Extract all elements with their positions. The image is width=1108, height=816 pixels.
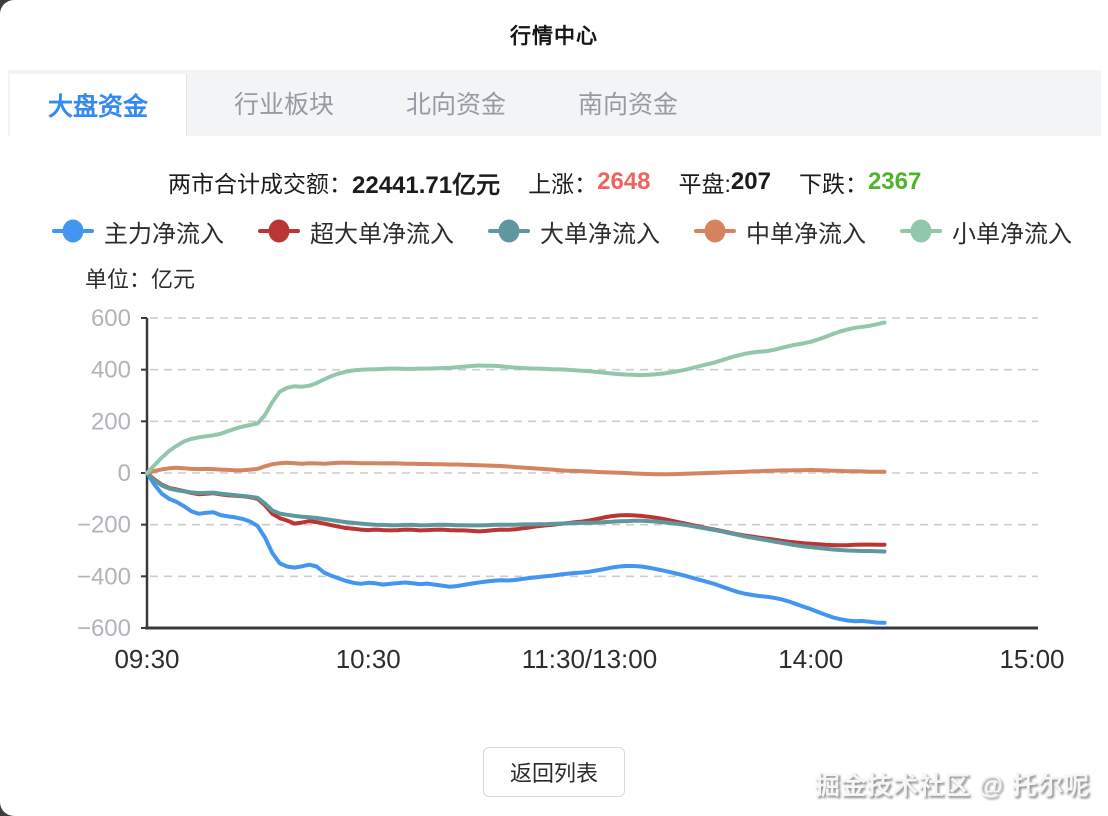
legend-label: 大单净流入 xyxy=(540,220,660,248)
legend-label: 超大单净流入 xyxy=(310,220,454,248)
legend-label: 中单净流入 xyxy=(746,220,866,248)
flat-label: 平盘: xyxy=(678,171,731,197)
svg-text:15:00: 15:00 xyxy=(999,644,1064,674)
tab-label: 大盘资金 xyxy=(47,93,148,121)
page-title: 行情中心 xyxy=(510,25,598,48)
legend-label: 主力净流入 xyxy=(104,220,224,248)
turnover-label: 两市合计成交额： xyxy=(168,171,352,197)
down-count: 2367 xyxy=(867,168,922,195)
turnover-value: 22441.71亿元 xyxy=(352,171,501,199)
svg-text:−400: −400 xyxy=(77,563,131,590)
svg-text:−200: −200 xyxy=(77,512,131,539)
svg-text:600: 600 xyxy=(91,305,131,332)
line-dot-icon xyxy=(52,218,94,244)
turnover-stat: 两市合计成交额： 22441.71亿元 xyxy=(168,165,500,200)
tab-market-funds[interactable]: 大盘资金 xyxy=(10,74,187,136)
tab-label: 行业板块 xyxy=(233,91,334,119)
tab-label: 北向资金 xyxy=(405,91,506,119)
svg-text:14:00: 14:00 xyxy=(778,644,843,674)
up-count: 2648 xyxy=(597,168,651,195)
tab-southbound-funds[interactable]: 南向资金 xyxy=(542,70,714,136)
down-stat: 下跌： 2367 xyxy=(799,165,921,199)
flat-stat: 平盘: 207 xyxy=(679,165,771,199)
legend-label: 小单净流入 xyxy=(952,220,1072,248)
svg-text:400: 400 xyxy=(91,357,131,384)
tab-label: 南向资金 xyxy=(577,91,678,119)
svg-text:10:30: 10:30 xyxy=(336,644,401,674)
legend-item-small-order[interactable]: 小单净流入 xyxy=(900,214,1072,249)
back-to-list-button[interactable]: 返回列表 xyxy=(482,747,626,797)
svg-text:11:30/13:00: 11:30/13:00 xyxy=(522,644,657,674)
watermark-text: 掘金技术社区 @ 托尔呢 xyxy=(814,772,1090,800)
flat-count: 207 xyxy=(730,168,771,195)
legend-item-medium-order[interactable]: 中单净流入 xyxy=(694,214,866,249)
line-dot-icon xyxy=(488,218,530,244)
tab-bar: 大盘资金 行业板块 北向资金 南向资金 xyxy=(8,70,1101,136)
fund-flow-chart[interactable]: 600 400 200 0 −200 −400 −600 09:30 10:30 11:30/13… xyxy=(0,300,1108,690)
line-dot-icon xyxy=(258,218,300,244)
market-stats-row: 两市合计成交额： 22441.71亿元 上涨： 2648 平盘: 207 下跌：… xyxy=(168,163,949,201)
svg-text:0: 0 xyxy=(118,460,131,487)
line-dot-icon xyxy=(694,218,736,244)
chart-unit-label: 单位：亿元 xyxy=(85,267,196,292)
tab-industry-sectors[interactable]: 行业板块 xyxy=(198,70,370,136)
legend-item-main-inflow[interactable]: 主力净流入 xyxy=(52,214,224,249)
svg-text:200: 200 xyxy=(91,408,131,435)
svg-text:−600: −600 xyxy=(77,615,131,642)
up-label: 上涨： xyxy=(528,171,598,197)
down-label: 下跌： xyxy=(798,171,868,197)
svg-text:09:30: 09:30 xyxy=(114,644,179,674)
tab-northbound-funds[interactable]: 北向资金 xyxy=(370,70,542,136)
legend-item-xlarge-order[interactable]: 超大单净流入 xyxy=(258,214,454,249)
line-dot-icon xyxy=(900,218,942,244)
chart-legend: 主力净流入 超大单净流入 大单净流入 中单净流入 小单净流入 xyxy=(52,210,1072,252)
up-stat: 上涨： 2648 xyxy=(528,165,650,199)
legend-item-large-order[interactable]: 大单净流入 xyxy=(488,214,660,249)
